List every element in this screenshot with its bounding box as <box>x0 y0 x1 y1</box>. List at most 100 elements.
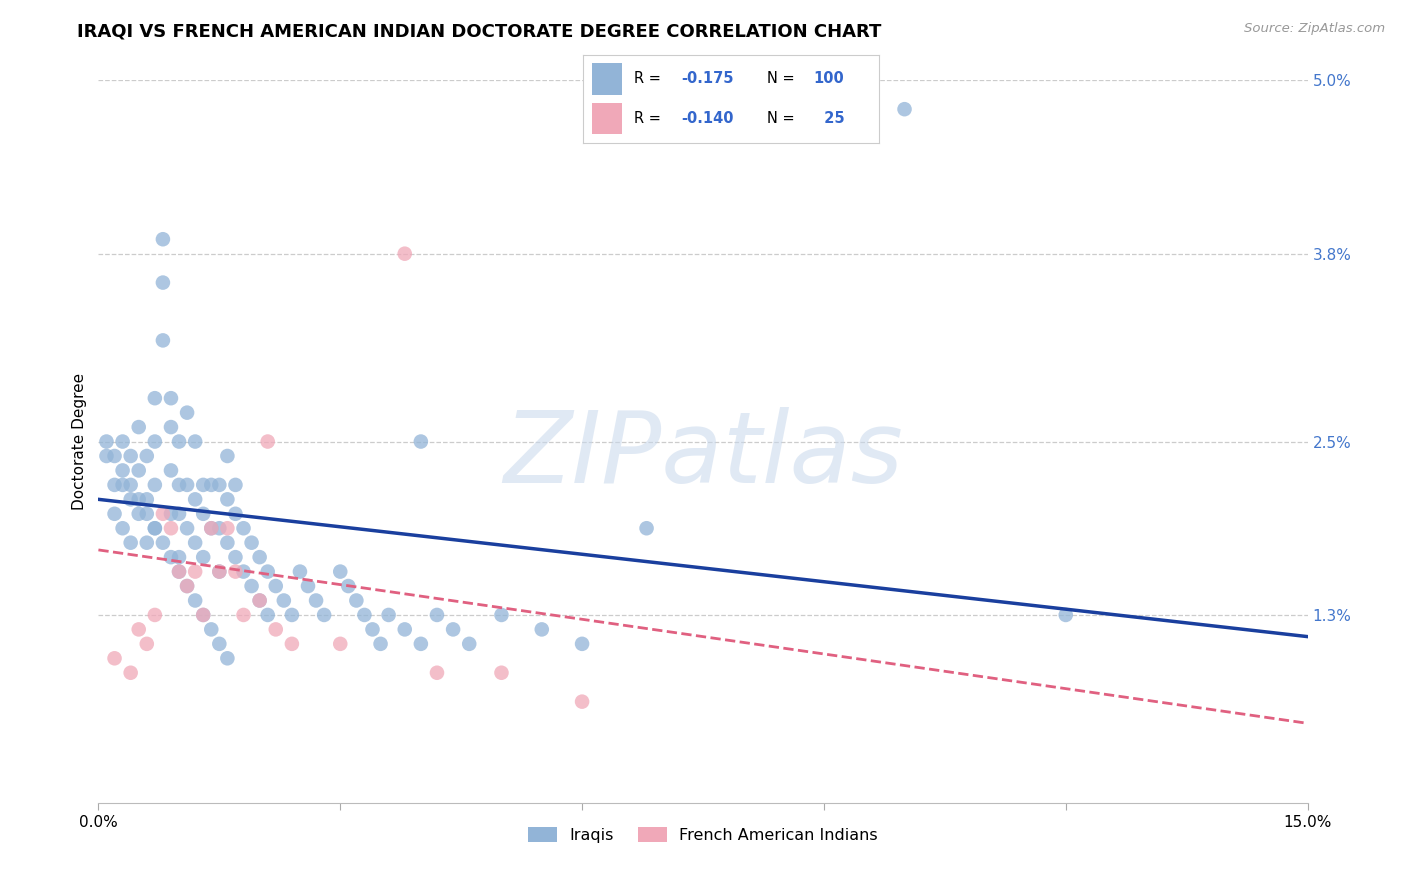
Point <box>281 637 304 651</box>
Point <box>208 478 231 492</box>
Point <box>636 521 658 535</box>
Point <box>184 565 207 579</box>
Point <box>224 565 246 579</box>
Point <box>143 391 166 405</box>
Point <box>329 565 352 579</box>
Point <box>232 521 254 535</box>
Text: R =: R = <box>634 111 665 126</box>
Point <box>200 521 222 535</box>
Point <box>200 478 222 492</box>
Point <box>160 391 183 405</box>
Point <box>264 623 287 637</box>
Point <box>120 449 142 463</box>
Point <box>120 478 142 492</box>
Point <box>426 665 449 680</box>
Point <box>208 521 231 535</box>
Point <box>426 607 449 622</box>
Point <box>184 492 207 507</box>
Point <box>160 420 183 434</box>
Point <box>152 535 174 549</box>
Text: -0.175: -0.175 <box>681 71 734 87</box>
Point <box>256 607 278 622</box>
Legend: Iraqis, French American Indians: Iraqis, French American Indians <box>522 820 884 849</box>
Text: -0.140: -0.140 <box>681 111 734 126</box>
Point <box>193 607 215 622</box>
Point <box>256 434 278 449</box>
Point <box>167 565 190 579</box>
Point <box>314 607 336 622</box>
Point <box>893 102 915 116</box>
Point <box>96 449 118 463</box>
Text: 25: 25 <box>814 111 845 126</box>
Point <box>103 478 125 492</box>
Point <box>353 607 375 622</box>
Point <box>167 550 190 565</box>
Text: N =: N = <box>766 111 799 126</box>
Point <box>160 463 183 477</box>
Point <box>571 695 593 709</box>
Point <box>297 579 319 593</box>
Point <box>273 593 295 607</box>
Point <box>256 565 278 579</box>
Point <box>200 521 222 535</box>
Point <box>224 550 246 565</box>
Point <box>128 463 150 477</box>
Point <box>491 607 513 622</box>
Point <box>103 449 125 463</box>
Point <box>217 651 239 665</box>
Point <box>167 478 190 492</box>
Point <box>361 623 384 637</box>
Point <box>305 593 328 607</box>
Point <box>167 507 190 521</box>
Point <box>103 507 125 521</box>
Point <box>128 420 150 434</box>
Point <box>193 507 215 521</box>
Point <box>208 565 231 579</box>
Point <box>135 492 157 507</box>
Point <box>571 637 593 651</box>
Point <box>200 623 222 637</box>
Point <box>208 637 231 651</box>
Point <box>128 623 150 637</box>
Point <box>240 579 263 593</box>
Point <box>152 276 174 290</box>
Point <box>288 565 311 579</box>
Point <box>491 665 513 680</box>
Point <box>441 623 464 637</box>
Point <box>143 478 166 492</box>
Text: R =: R = <box>634 71 665 87</box>
Point <box>111 463 134 477</box>
Point <box>143 521 166 535</box>
Point <box>224 478 246 492</box>
Point <box>249 550 271 565</box>
Text: N =: N = <box>766 71 799 87</box>
Point <box>232 565 254 579</box>
Point <box>120 535 142 549</box>
Point <box>160 550 183 565</box>
Point <box>217 449 239 463</box>
Point <box>143 434 166 449</box>
Point <box>128 492 150 507</box>
Point <box>224 507 246 521</box>
Point <box>103 651 125 665</box>
Point <box>208 565 231 579</box>
Point <box>120 665 142 680</box>
Point <box>176 521 198 535</box>
Point <box>193 607 215 622</box>
Point <box>184 535 207 549</box>
Text: Source: ZipAtlas.com: Source: ZipAtlas.com <box>1244 22 1385 36</box>
Point <box>249 593 271 607</box>
Point <box>135 449 157 463</box>
Point <box>111 521 134 535</box>
Point <box>143 521 166 535</box>
Point <box>1054 607 1077 622</box>
Point <box>458 637 481 651</box>
Point <box>176 406 198 420</box>
Point <box>128 507 150 521</box>
Point <box>377 607 399 622</box>
Y-axis label: Doctorate Degree: Doctorate Degree <box>72 373 87 510</box>
Point <box>160 521 183 535</box>
Point <box>394 246 416 260</box>
Point <box>281 607 304 622</box>
Text: ZIPatlas: ZIPatlas <box>503 408 903 505</box>
